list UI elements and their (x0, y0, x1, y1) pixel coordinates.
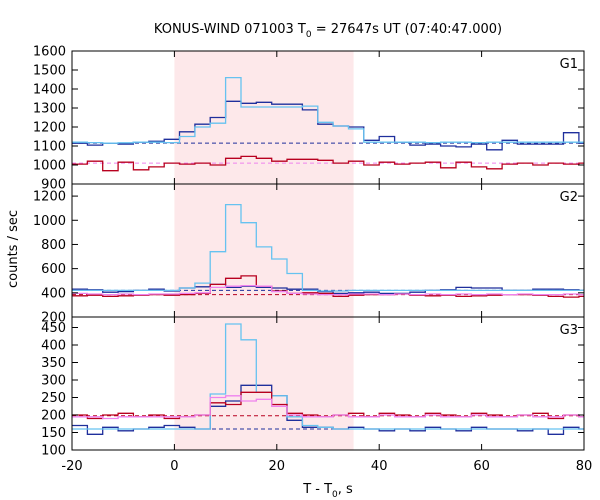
y-tick-label: 900 (41, 178, 66, 193)
x-tick-label: 0 (170, 459, 178, 474)
panel-label: G3 (560, 323, 578, 338)
panel-g1: 900 1000 1100 1200 1300 1400 1500 1600 G1 (33, 45, 585, 193)
panel-label: G2 (560, 190, 578, 205)
y-tick-label: 450 (41, 321, 66, 336)
y-tick-label: 1000 (33, 159, 66, 174)
burst-interval-band (174, 317, 354, 450)
y-tick-label: 300 (41, 374, 66, 389)
series-line-1 (72, 323, 584, 430)
y-tick-label: 150 (41, 426, 66, 441)
series-line-1 (72, 203, 584, 292)
title-prefix: KONUS-WIND 071003 T (154, 22, 306, 37)
series-line-3 (72, 395, 584, 420)
x-tick-label: 40 (371, 459, 388, 474)
title-subscript: 0 (306, 30, 312, 40)
x-axis-label: T - T0, s (302, 482, 353, 500)
xlabel-prefix: T - T (302, 482, 332, 497)
y-tick-label: 200 (41, 409, 66, 424)
panel-g3: 100 150 200 250 300 350 400 450 G3 (41, 316, 585, 459)
y-tick-label: 250 (41, 391, 66, 406)
y-tick-label: 400 (41, 286, 66, 301)
x-tick-label: 20 (269, 459, 286, 474)
title-suffix: = 27647s UT (07:40:47.000) (312, 22, 502, 37)
burst-interval-band (174, 184, 354, 317)
y-tick-label: 200 (41, 311, 66, 326)
y-axis-label: counts / sec (6, 210, 21, 288)
y-tick-label: 1400 (33, 83, 66, 98)
y-tick-label: 350 (41, 356, 66, 371)
y-tick-label: 1600 (33, 45, 66, 60)
panel-label: G1 (560, 57, 578, 72)
y-tick-label: 1000 (33, 214, 66, 229)
plot-layer: 9001000110012001300140015001600G12004006… (33, 45, 592, 475)
y-tick-label: 1200 (33, 121, 66, 136)
series-line-2 (72, 155, 584, 172)
panel-g2: 200 400 600 800 1000 1200 G2 (33, 183, 585, 326)
y-tick-label: 100 (41, 444, 66, 459)
y-tick-label: 1200 (33, 190, 66, 205)
y-tick-label: 400 (41, 339, 66, 354)
chart-title: KONUS-WIND 071003 T0 = 27647s UT (07:40:… (154, 22, 502, 40)
panel-frame (71, 316, 585, 451)
burst-interval-band (174, 51, 354, 184)
y-tick-label: 800 (41, 238, 66, 253)
xlabel-subscript: 0 (332, 490, 338, 500)
series-line-3 (72, 284, 584, 296)
y-tick-label: 1100 (33, 140, 66, 155)
xlabel-suffix: , s (338, 482, 353, 497)
x-tick-label: 80 (576, 459, 593, 474)
y-tick-label: 600 (41, 262, 66, 277)
series-line-1 (72, 76, 584, 144)
y-tick-label: 1500 (33, 64, 66, 79)
y-tick-label: 1300 (33, 102, 66, 117)
x-tick-label: 60 (473, 459, 490, 474)
x-tick-label: -20 (61, 459, 82, 474)
